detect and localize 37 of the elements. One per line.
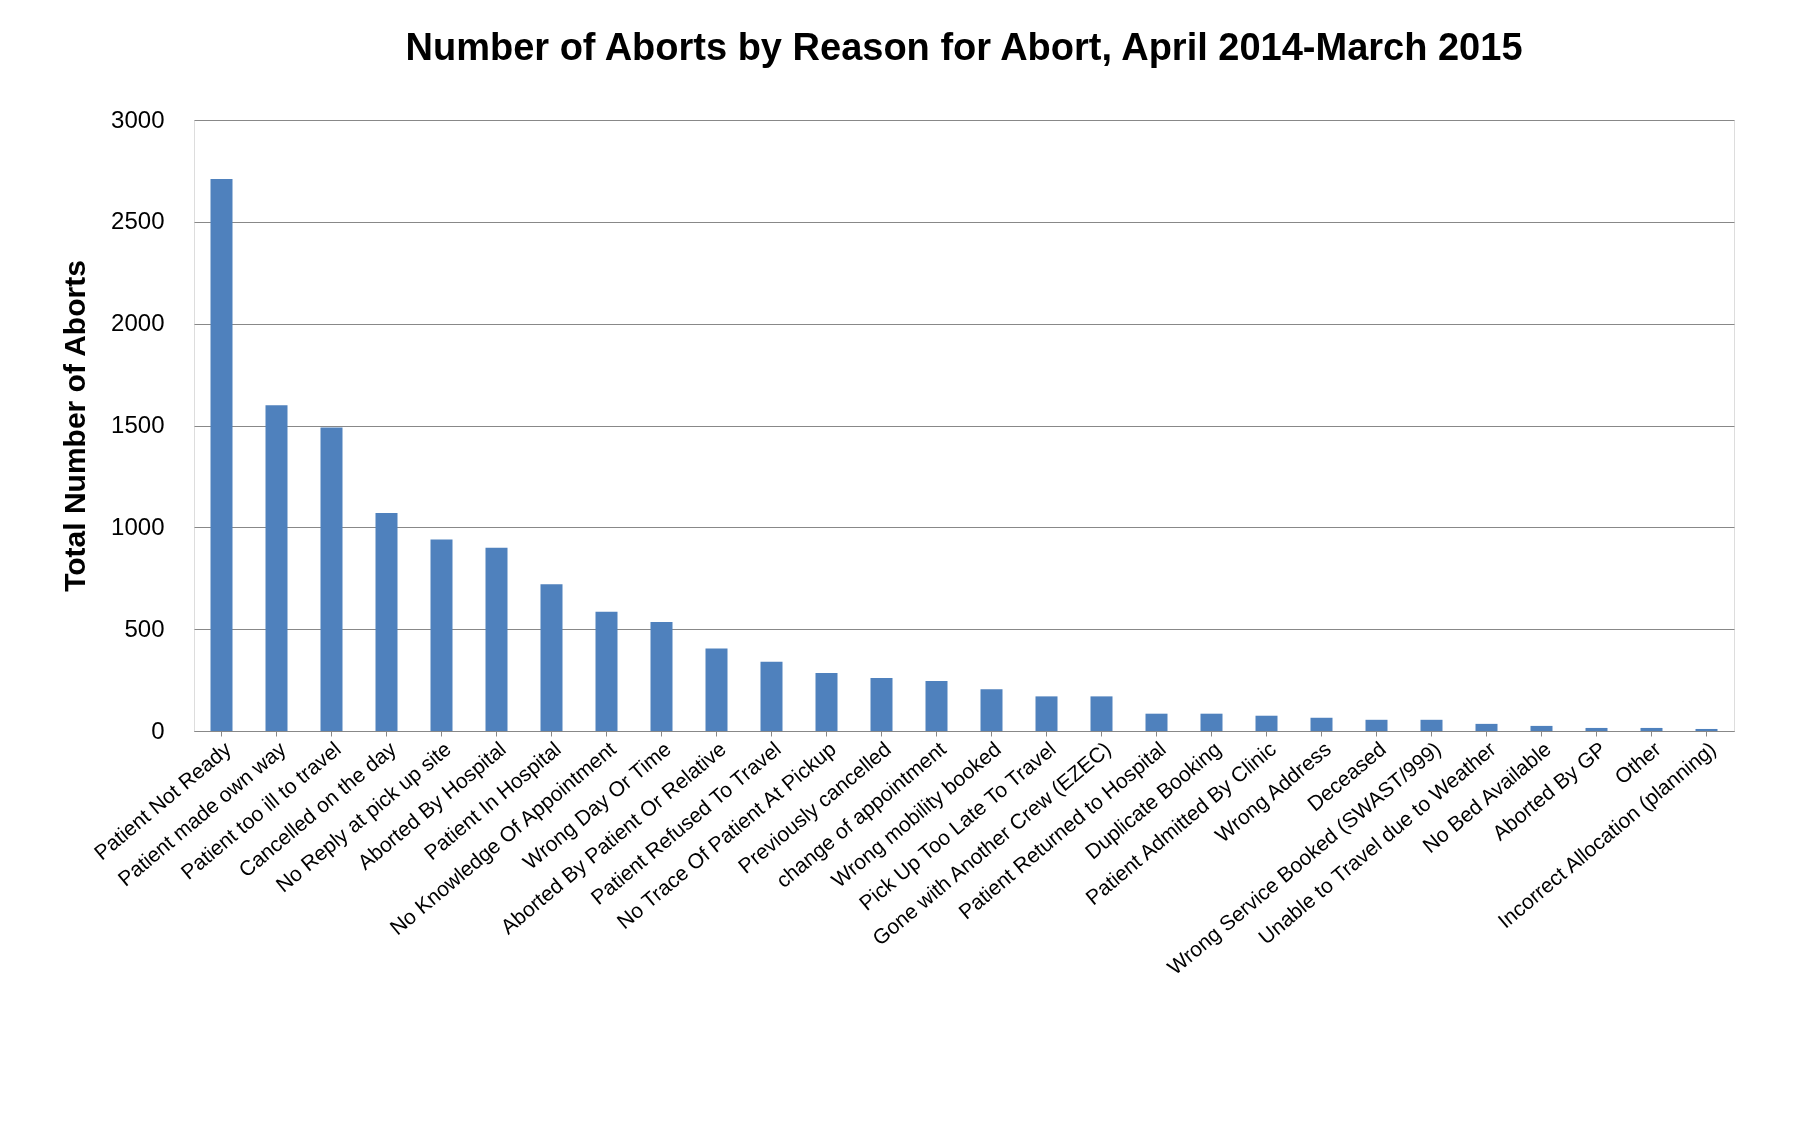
bar xyxy=(980,689,1003,731)
chart-title: Number of Aborts by Reason for Abort, April 2014-March 2015 xyxy=(405,26,1523,68)
y-tick-label: 1000 xyxy=(111,512,165,540)
y-tick-label: 2500 xyxy=(111,207,165,235)
bar xyxy=(265,405,288,731)
bar xyxy=(1530,725,1553,731)
bar xyxy=(1310,717,1333,731)
bar xyxy=(650,622,673,731)
y-tick-label: 1500 xyxy=(111,411,165,438)
y-tick-label: 2000 xyxy=(111,309,165,337)
bar xyxy=(815,672,838,731)
bar xyxy=(1420,719,1443,731)
y-tick-label: 3000 xyxy=(111,105,165,133)
bar xyxy=(375,513,398,731)
bar xyxy=(1640,727,1663,731)
bar xyxy=(760,661,783,731)
bar xyxy=(870,678,893,731)
bar xyxy=(1145,713,1168,731)
y-tick-label: 500 xyxy=(124,614,165,642)
bar xyxy=(485,547,508,731)
bar xyxy=(1695,728,1718,731)
bar xyxy=(705,648,728,731)
bar xyxy=(595,611,618,731)
bar xyxy=(1585,727,1608,731)
bar xyxy=(1090,696,1113,731)
y-tick-label: 0 xyxy=(151,716,165,744)
bar xyxy=(1365,719,1388,731)
bar xyxy=(1475,723,1498,731)
bar xyxy=(210,179,233,731)
bar xyxy=(925,681,948,731)
bar xyxy=(540,584,563,731)
bar xyxy=(1035,696,1058,731)
y-axis-title: Total Number of Aborts xyxy=(58,260,92,592)
bar xyxy=(1200,713,1223,731)
bar xyxy=(430,539,453,731)
bar xyxy=(320,427,343,731)
bar xyxy=(1255,715,1278,731)
